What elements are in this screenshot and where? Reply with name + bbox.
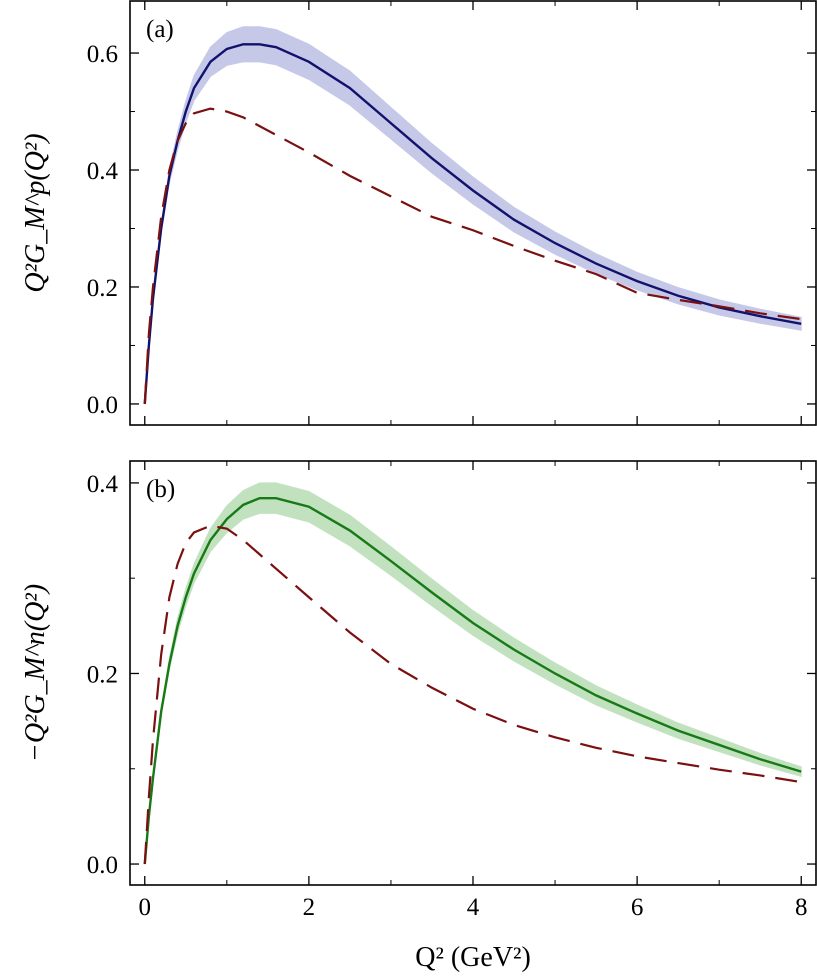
y-tick-label: 0.0 [87, 852, 118, 879]
dashed-line [143, 107, 802, 405]
axes-frame [129, 0, 817, 426]
panel-label: (b) [146, 476, 175, 503]
x-tick-label: 4 [467, 894, 480, 921]
y-tick-label: 0.4 [87, 471, 119, 498]
panel-label: (a) [146, 16, 174, 43]
plot-area [143, 26, 802, 405]
solid-line [143, 496, 802, 865]
y-tick-label: 0.2 [87, 661, 118, 688]
x-tick-label: 2 [303, 894, 316, 921]
x-tick-label: 0 [139, 894, 152, 921]
plot-area [143, 482, 802, 865]
x-tick-label: 8 [795, 894, 808, 921]
y-axis-label: Q²G_M^p(Q²) [20, 133, 51, 292]
y-tick-label: 0.6 [87, 41, 118, 68]
y-tick-label: 0.2 [87, 275, 118, 302]
x-axis-label: Q² (GeV²) [415, 942, 531, 973]
dashed-line [143, 524, 802, 865]
x-tick-label: 6 [631, 894, 644, 921]
solid-line [143, 43, 802, 405]
y-tick-label: 0.4 [87, 158, 119, 185]
error-band [144, 482, 802, 865]
y-axis-label: −Q²G_M^n(Q²) [20, 584, 51, 762]
y-tick-label: 0.0 [87, 392, 118, 419]
error-band [144, 26, 802, 404]
